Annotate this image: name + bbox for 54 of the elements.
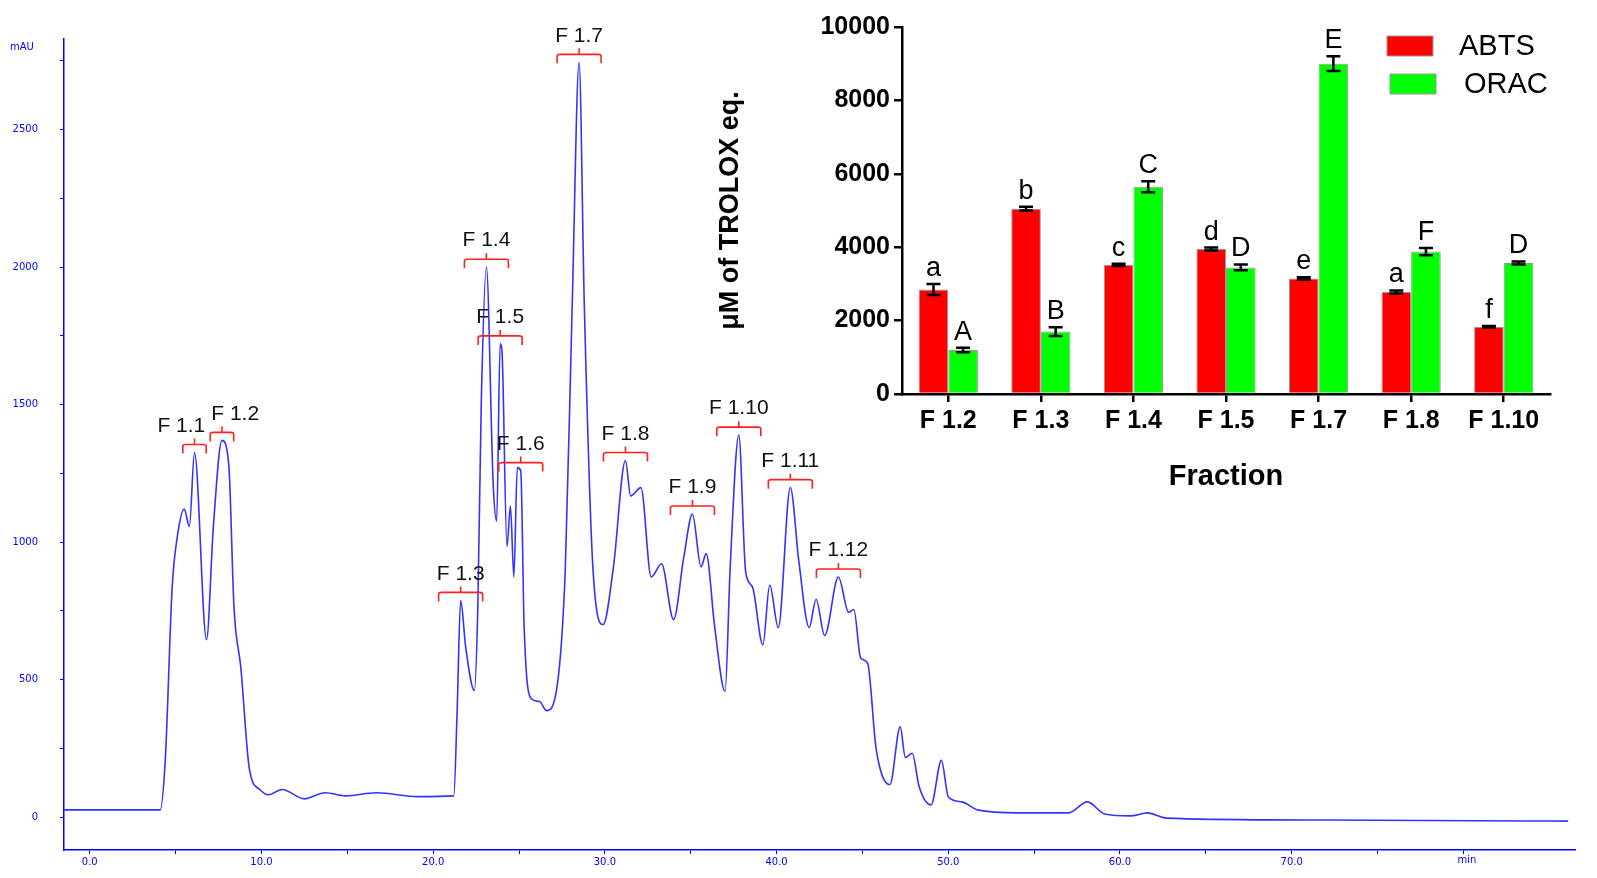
annotation: D bbox=[1231, 232, 1251, 263]
y-tick-label: 2500 bbox=[12, 123, 38, 135]
y-tick-label: 4000 bbox=[834, 231, 890, 260]
annotation: F 1.4 bbox=[462, 227, 511, 251]
x-tick-label: F 1.4 bbox=[1104, 404, 1162, 433]
x-tick-label: F 1.7 bbox=[1290, 404, 1348, 433]
annotation: F 1.1 bbox=[157, 412, 206, 436]
y-tick-label: 1000 bbox=[12, 535, 38, 547]
x-tick-label: F 1.2 bbox=[919, 404, 977, 433]
annotation: E bbox=[1324, 24, 1343, 55]
x-tick-label: F 1.3 bbox=[1012, 404, 1070, 433]
annotation: F 1.7 bbox=[555, 22, 604, 46]
annotation: F 1.12 bbox=[808, 537, 869, 561]
annotation: A bbox=[954, 315, 973, 346]
y-tick-label: 1500 bbox=[12, 398, 38, 410]
x-axis-title: Fraction bbox=[1168, 458, 1284, 491]
annotation: C bbox=[1138, 149, 1158, 180]
x-tick-label: 10.0 bbox=[250, 855, 273, 867]
x-tick-label: 40.0 bbox=[765, 855, 788, 867]
annotation: f bbox=[1485, 294, 1494, 325]
legend-label: ORAC bbox=[1464, 67, 1548, 99]
annotation: a bbox=[925, 251, 942, 282]
y-tick-label: 0 bbox=[876, 377, 890, 406]
y-tick-label: 10000 bbox=[820, 10, 890, 39]
legend-label: ABTS bbox=[1459, 29, 1535, 61]
x-tick-label: 30.0 bbox=[593, 855, 616, 867]
x-tick-label: 60.0 bbox=[1108, 855, 1132, 867]
y-tick-label: 2000 bbox=[834, 304, 890, 333]
annotation: F bbox=[1417, 215, 1435, 246]
line-series bbox=[64, 61, 1569, 822]
x-tick-label: 70.0 bbox=[1280, 855, 1303, 867]
annotation: a bbox=[1388, 258, 1405, 289]
annotation: B bbox=[1046, 295, 1065, 326]
y-tick-label: 2000 bbox=[12, 260, 38, 272]
annotation: D bbox=[1508, 229, 1529, 260]
y-tick-label: 500 bbox=[18, 673, 38, 685]
annotation: F 1.9 bbox=[668, 474, 717, 498]
y-tick-label: 6000 bbox=[834, 157, 890, 186]
annotation: e bbox=[1296, 245, 1312, 276]
x-tick-label: 20.0 bbox=[422, 855, 445, 867]
y-axis-title: mAU bbox=[10, 40, 34, 52]
annotation: d bbox=[1203, 215, 1219, 246]
x-axis-title: min bbox=[1457, 853, 1477, 865]
annotation: c bbox=[1111, 231, 1126, 262]
x-tick-label: 50.0 bbox=[937, 855, 960, 867]
y-axis-title: μM of TROLOX eq. bbox=[713, 91, 744, 330]
annotation: b bbox=[1018, 174, 1034, 205]
x-tick-label: F 1.5 bbox=[1197, 404, 1255, 433]
annotation: F 1.11 bbox=[761, 447, 820, 471]
y-tick-label: 8000 bbox=[834, 84, 890, 113]
x-tick-label: F 1.10 bbox=[1468, 404, 1540, 433]
x-tick-label: 0.0 bbox=[81, 855, 98, 867]
x-tick-label: F 1.8 bbox=[1382, 404, 1440, 433]
y-tick-label: 0 bbox=[31, 810, 38, 822]
